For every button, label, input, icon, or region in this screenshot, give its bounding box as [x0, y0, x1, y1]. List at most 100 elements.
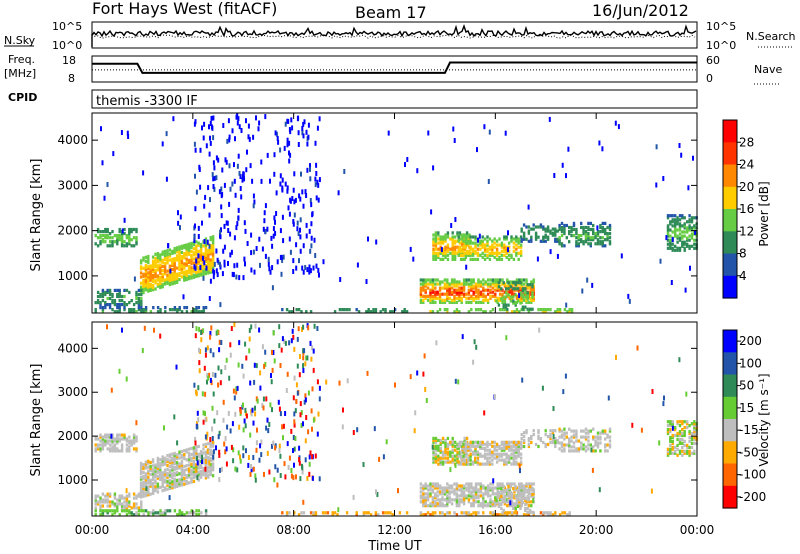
echo-cell — [479, 502, 483, 506]
echo-cell — [453, 296, 456, 300]
echo-cell — [563, 232, 566, 236]
echo-cell — [448, 292, 451, 296]
echo-cell — [123, 244, 126, 248]
echo-cell — [151, 259, 155, 263]
echo-cell — [457, 462, 460, 466]
echo-cell — [229, 428, 232, 434]
echo-cell — [604, 238, 607, 242]
echo-cell — [106, 439, 109, 443]
echo-cell — [439, 235, 442, 239]
echo-cell — [455, 292, 459, 296]
echo-cell — [436, 292, 439, 296]
echo-cell — [228, 137, 231, 143]
echo-cell — [250, 467, 253, 473]
echo-cell — [366, 370, 369, 376]
echo-cell — [190, 245, 193, 250]
echo-cell — [116, 238, 119, 242]
echo-cell — [409, 246, 412, 252]
echo-cell — [514, 281, 517, 285]
echo-cell — [464, 450, 468, 454]
echo-cell — [308, 471, 311, 477]
echo-cell — [212, 176, 215, 182]
echo-cell — [207, 267, 210, 271]
echo-cell — [271, 243, 274, 249]
echo-cell — [474, 296, 478, 300]
echo-cell — [488, 442, 492, 446]
echo-cell — [453, 245, 457, 249]
colorbar-tick: 28 — [739, 135, 754, 149]
echo-cell — [147, 257, 150, 261]
echo-cell — [156, 486, 160, 490]
echo-cell — [688, 226, 691, 230]
echo-cell — [197, 472, 200, 476]
echo-cell — [254, 473, 257, 479]
echo-cell — [518, 310, 521, 314]
echo-cell — [178, 278, 181, 282]
echo-cell — [479, 490, 483, 494]
echo-cell — [465, 233, 469, 237]
echo-cell — [207, 257, 210, 261]
echo-cell — [176, 310, 179, 314]
echo-cell — [431, 280, 435, 284]
echo-cell — [293, 511, 296, 515]
echo-cell — [199, 249, 203, 253]
echo-cell — [197, 417, 200, 423]
echo-cell — [462, 286, 466, 290]
echo-cell — [522, 439, 526, 443]
echo-cell — [187, 267, 191, 271]
echo-cell — [161, 264, 164, 268]
echo-cell — [469, 247, 472, 251]
echo-cell — [503, 500, 507, 504]
colorbar-tick: -100 — [739, 468, 766, 482]
echo-cell — [266, 450, 269, 456]
echo-cell — [289, 129, 292, 135]
echo-cell — [123, 227, 126, 232]
echo-cell — [307, 134, 310, 140]
echo-cell — [509, 485, 513, 489]
echo-cell — [460, 292, 463, 296]
echo-cell — [467, 278, 471, 282]
echo-cell — [306, 355, 309, 361]
echo-cell — [494, 486, 497, 490]
echo-cell — [183, 264, 186, 268]
echo-cell — [472, 488, 475, 492]
echo-cell — [175, 276, 179, 280]
echo-cell — [674, 244, 677, 248]
echo-cell — [495, 500, 498, 505]
echo-cell — [455, 504, 459, 508]
echo-cell — [429, 492, 432, 496]
echo-cell — [236, 163, 239, 169]
echo-cell — [446, 292, 449, 296]
echo-cell — [674, 226, 677, 230]
echo-cell — [120, 234, 124, 238]
echo-cell — [429, 488, 432, 492]
echo-cell — [491, 462, 494, 466]
echo-cell — [484, 298, 487, 302]
echo-cell — [437, 231, 440, 235]
echo-cell — [458, 504, 461, 508]
echo-cell — [495, 444, 499, 448]
echo-cell — [311, 345, 314, 351]
echo-cell — [106, 494, 109, 498]
echo-cell — [441, 249, 445, 253]
echo-cell — [497, 502, 501, 506]
echo-cell — [676, 437, 679, 442]
echo-cell — [451, 243, 454, 247]
echo-cell — [688, 431, 691, 436]
echo-cell — [678, 431, 682, 436]
echo-cell — [472, 486, 475, 490]
echo-cell — [520, 229, 523, 233]
echo-cell — [151, 491, 155, 495]
echo-cell — [101, 308, 105, 312]
echo-cell — [500, 502, 503, 506]
echo-cell — [292, 219, 295, 224]
echo-cell — [519, 301, 522, 305]
echo-cell — [113, 511, 117, 515]
echo-cell — [299, 234, 302, 240]
echo-cell — [333, 310, 337, 314]
echo-cell — [462, 442, 465, 446]
echo-cell — [542, 308, 545, 312]
echo-cell — [431, 490, 435, 494]
echo-cell — [589, 242, 592, 246]
echo-cell — [587, 227, 590, 232]
